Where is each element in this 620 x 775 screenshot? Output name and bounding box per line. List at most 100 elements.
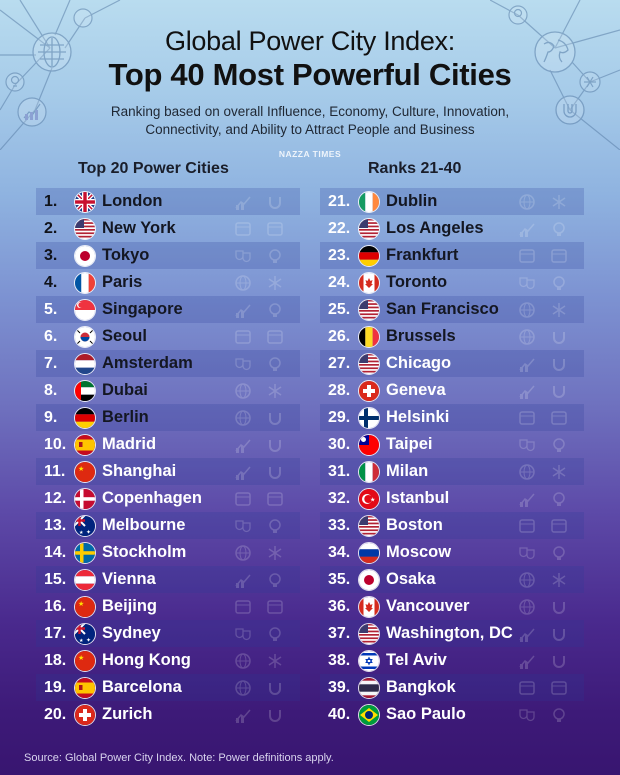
ranking-row: 36. Vancouver bbox=[320, 593, 584, 620]
flag-us-icon bbox=[74, 217, 96, 240]
svg-text:★: ★ bbox=[79, 530, 84, 536]
culture-masks-icon bbox=[518, 437, 536, 453]
ranking-row: 26. Brussels bbox=[320, 323, 584, 350]
city-name: Vancouver bbox=[386, 597, 470, 615]
culture-masks-icon bbox=[518, 545, 536, 561]
network-icon bbox=[266, 545, 284, 561]
flag-ie-icon bbox=[358, 190, 380, 213]
ranking-row: 33. Boston bbox=[320, 512, 584, 539]
flag-us-icon bbox=[358, 622, 380, 645]
title-line-1: Global Power City Index: bbox=[165, 26, 455, 56]
growth-chart-icon bbox=[17, 97, 47, 127]
city-name: Moscow bbox=[386, 543, 452, 561]
culture-masks-icon bbox=[234, 626, 252, 642]
ranking-row: 21. Dublin bbox=[320, 188, 584, 215]
city-name: Taipei bbox=[386, 435, 433, 453]
brand-watermark: NAZZA TIMES bbox=[278, 149, 342, 159]
growth-chart-icon bbox=[518, 626, 536, 642]
ranking-row: 35. Osaka bbox=[320, 566, 584, 593]
lightbulb-icon bbox=[550, 221, 568, 237]
ranking-row: 24. Toronto bbox=[320, 269, 584, 296]
rank-number: 37. bbox=[328, 624, 351, 642]
network-icon bbox=[550, 194, 568, 210]
ranking-row: 14. Stockholm bbox=[36, 539, 300, 566]
city-name: Bangkok bbox=[386, 678, 456, 696]
rank-number: 26. bbox=[328, 327, 351, 345]
globe-icon bbox=[518, 599, 536, 615]
city-name: Paris bbox=[102, 273, 143, 291]
ranking-row: 2. New York bbox=[36, 215, 300, 242]
city-name: Hong Kong bbox=[102, 651, 191, 669]
flag-cn-icon: ★ bbox=[74, 649, 96, 672]
city-name: Sao Paulo bbox=[386, 705, 466, 723]
ranking-row: 10. Madrid bbox=[36, 431, 300, 458]
city-name: Chicago bbox=[386, 354, 452, 372]
lightbulb-icon bbox=[550, 275, 568, 291]
livability-card-icon bbox=[234, 491, 252, 507]
city-name: Dublin bbox=[386, 192, 438, 210]
livability-card-icon bbox=[550, 248, 568, 264]
column-heading-top-20: Top 20 Power Cities bbox=[78, 160, 229, 177]
city-name: London bbox=[102, 192, 163, 210]
earth-icon bbox=[534, 31, 576, 73]
flag-th-icon bbox=[358, 676, 380, 699]
ranking-row: 23. Frankfurt bbox=[320, 242, 584, 269]
globe-icon bbox=[234, 383, 252, 399]
city-name: Los Angeles bbox=[386, 219, 484, 237]
city-name: Madrid bbox=[102, 435, 157, 453]
city-name: Geneva bbox=[386, 381, 446, 399]
ranking-row: 13. ✦ ★ Melbourne bbox=[36, 512, 300, 539]
network-icon bbox=[550, 572, 568, 588]
city-name: New York bbox=[102, 219, 176, 237]
city-name: Stockholm bbox=[102, 543, 187, 561]
rank-number: 22. bbox=[328, 219, 351, 237]
rank-number: 1. bbox=[44, 192, 58, 210]
growth-chart-icon bbox=[518, 653, 536, 669]
magnet-icon bbox=[555, 95, 585, 125]
lightbulb-icon bbox=[508, 5, 528, 25]
livability-card-icon bbox=[266, 221, 284, 237]
rank-number: 14. bbox=[44, 543, 67, 561]
city-name: Osaka bbox=[386, 570, 436, 588]
svg-text:✦: ✦ bbox=[86, 637, 91, 644]
rank-number: 20. bbox=[44, 705, 67, 723]
rank-number: 33. bbox=[328, 516, 351, 534]
network-decoration-right bbox=[490, 0, 620, 150]
rank-number: 28. bbox=[328, 381, 351, 399]
ranking-row: 22. Los Angeles bbox=[320, 215, 584, 242]
growth-chart-icon bbox=[234, 302, 252, 318]
snowflake-network-icon bbox=[579, 71, 601, 93]
flag-kr-icon bbox=[74, 325, 96, 348]
ranking-row: 20. Zurich bbox=[36, 701, 300, 728]
rank-number: 36. bbox=[328, 597, 351, 615]
flag-ca-icon bbox=[358, 271, 380, 294]
city-name: San Francisco bbox=[386, 300, 499, 318]
city-name: Singapore bbox=[102, 300, 183, 318]
magnet-icon bbox=[550, 626, 568, 642]
city-name: Istanbul bbox=[386, 489, 450, 507]
subtitle-line-1: Ranking based on overall Influence, Econ… bbox=[110, 104, 510, 119]
rank-number: 6. bbox=[44, 327, 58, 345]
rank-number: 29. bbox=[328, 408, 351, 426]
lightbulb-icon bbox=[550, 437, 568, 453]
flag-ch-icon bbox=[358, 379, 380, 402]
svg-text:★: ★ bbox=[370, 496, 375, 503]
ranking-row: 29. Helsinki bbox=[320, 404, 584, 431]
growth-chart-icon bbox=[234, 572, 252, 588]
flag-jp-icon bbox=[74, 244, 96, 267]
flag-at-icon bbox=[74, 568, 96, 591]
rank-number: 23. bbox=[328, 246, 351, 264]
livability-card-icon bbox=[266, 599, 284, 615]
rank-number: 15. bbox=[44, 570, 67, 588]
culture-masks-icon bbox=[518, 275, 536, 291]
magnet-icon bbox=[550, 599, 568, 615]
subtitle-line-2: Connectivity, and Ability to Attract Peo… bbox=[145, 122, 475, 137]
city-name: Boston bbox=[386, 516, 443, 534]
rank-number: 17. bbox=[44, 624, 67, 642]
ranking-row: 4. Paris bbox=[36, 269, 300, 296]
rank-number: 24. bbox=[328, 273, 351, 291]
rank-number: 5. bbox=[44, 300, 58, 318]
city-name: Copenhagen bbox=[102, 489, 202, 507]
flag-tr-icon: ★ bbox=[358, 487, 380, 510]
ranking-row: 37. Washington, DC bbox=[320, 620, 584, 647]
